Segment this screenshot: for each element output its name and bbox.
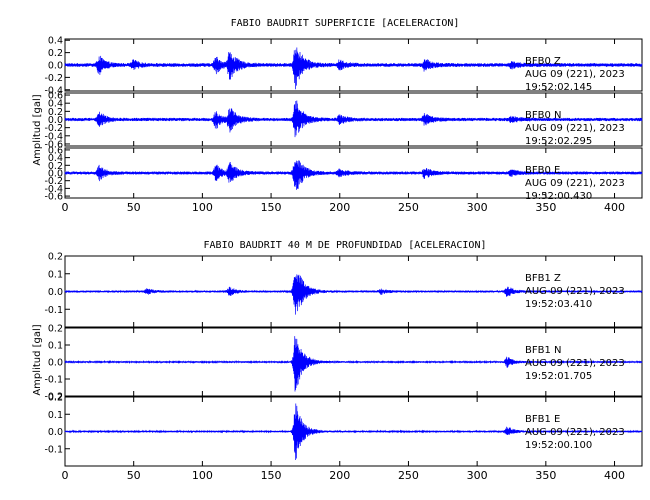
y-tick-label: 0.0 [48,358,63,369]
y-tick-label: 0.2 [48,48,63,59]
y-tick-label: 0.4 [48,36,63,47]
station-label: BFB1 N [525,345,562,356]
y-tick-label: 0.4 [48,153,63,164]
y-axis-label: Amplitud [gal] [32,324,43,395]
date-label: AUG 09 (221), 2023 [525,69,625,80]
y-tick-label: 0.2 [48,393,63,404]
x-tick-label: 100 [192,201,213,214]
x-tick-label: 300 [467,201,488,214]
x-tick-label: 400 [604,201,625,214]
waveform-series [64,160,643,190]
panel-title: FABIO BAUDRIT SUPERFICIE [ACELERACION] [231,18,460,29]
date-label: AUG 09 (221), 2023 [525,123,625,134]
y-tick-label: -0.1 [44,305,63,316]
x-tick-label: 200 [329,469,350,482]
y-tick-label: 0.2 [48,252,63,263]
y-tick-label: 0.6 [48,91,63,102]
station-label: BFB1 E [525,414,560,425]
x-tick-label: 250 [398,201,419,214]
date-label: AUG 09 (221), 2023 [525,427,625,438]
y-tick-label: 0.0 [48,287,63,298]
waveform-series [64,47,643,90]
x-axis: 0 50 100 150 200 250 300 350 400 [62,201,626,214]
channel-bfb0-z: 0.40.2 0.0-0.2-0.4 BFB0 Z AUG 09 (221), 202… [44,36,643,96]
x-tick-label: 0 [62,469,69,482]
y-tick-label: 0.2 [48,107,63,118]
x-tick-label: 200 [329,201,350,214]
y-tick-label: -0.6 [44,139,63,150]
x-tick-label: 350 [535,201,556,214]
channel-bfb0-n: 0.60.40.20.0-0.2-0.4-0.6 BFB0 N AUG 09 (22… [44,91,643,150]
waveform-series [64,274,643,315]
panel-title: FABIO BAUDRIT 40 M DE PROFUNDIDAD [ACELE… [204,240,487,251]
y-tick-label: 0.0 [48,169,63,180]
station-label: BFB0 E [525,165,560,176]
y-tick-label: 0.1 [48,269,63,280]
y-tick-label: 0.1 [48,410,63,421]
x-tick-label: 300 [467,469,488,482]
x-tick-label: 350 [535,469,556,482]
time-label: 19:52:00.430 [525,191,592,202]
x-tick-label: 400 [604,469,625,482]
y-tick-label: 0.0 [48,61,63,72]
y-tick-label: 0.1 [48,341,63,352]
date-label: AUG 09 (221), 2023 [525,358,625,369]
x-tick-label: 50 [127,201,141,214]
channel-bfb0-e: 0.60.40.20.0-0.2-0.4-0.6 BFB0 E AUG 09 (22… [44,145,643,203]
station-label: BFB0 Z [525,56,561,67]
y-tick-label: 0.6 [48,145,63,156]
y-tick-label: 0.0 [48,427,63,438]
y-tick-label: 0.2 [48,161,63,172]
y-tick-label: -0.1 [44,375,63,386]
y-tick-label: -0.2 [44,73,63,84]
waveform-series [64,403,643,460]
time-label: 19:52:03.410 [525,299,592,310]
channel-bfb1-z: 0.2 0.1 0.0 -0.1 BFB1 Z AUG 09 (221), 2023 19:… [44,252,643,328]
y-tick-label: 0.0 [48,115,63,126]
x-tick-label: 250 [398,469,419,482]
x-tick-label: 150 [261,469,282,482]
y-tick-label: -0.4 [44,131,63,142]
x-tick-label: 150 [261,201,282,214]
x-axis: 0 50 100 150 200 250 300 350 400 [62,469,626,482]
y-tick-label: -0.4 [44,184,63,195]
station-label: BFB0 N [525,110,562,121]
x-tick-label: 100 [192,469,213,482]
y-tick-label: 0.4 [48,99,63,110]
y-tick-label: 0.2 [48,324,63,335]
time-label: 19:52:01.705 [525,371,592,382]
y-tick-label: -0.2 [44,176,63,187]
y-tick-label: -0.4 [44,85,63,96]
waveform-series [64,336,643,392]
y-tick-label: -0.2 [44,123,63,134]
x-tick-label: 0 [62,201,69,214]
date-label: AUG 09 (221), 2023 [525,178,625,189]
channel-bfb1-e: 0.2 0.1 0.0 -0.1 BFB1 E AUG 09 (221), 2023 19:… [44,393,643,467]
y-axis-label: Amplitud [gal] [32,94,43,165]
panel-surface: FABIO BAUDRIT SUPERFICIE [ACELERACION] A… [32,18,643,214]
x-tick-label: 50 [127,469,141,482]
station-label: BFB1 Z [525,273,561,284]
date-label: AUG 09 (221), 2023 [525,286,625,297]
channel-bfb1-n: 0.2 0.1 0.0 -0.1 -0.2 BFB1 N AUG 09 (221), 202… [44,324,643,403]
y-tick-label: -0.6 [44,192,63,203]
y-tick-label: -0.1 [44,444,63,455]
y-tick-label: -0.2 [44,392,63,403]
time-label: 19:52:02.295 [525,136,592,147]
time-label: 19:52:00.100 [525,440,592,451]
panel-40m-depth: FABIO BAUDRIT 40 M DE PROFUNDIDAD [ACELE… [32,240,643,482]
waveform-series [64,100,643,138]
time-label: 19:52:02.145 [525,82,592,93]
